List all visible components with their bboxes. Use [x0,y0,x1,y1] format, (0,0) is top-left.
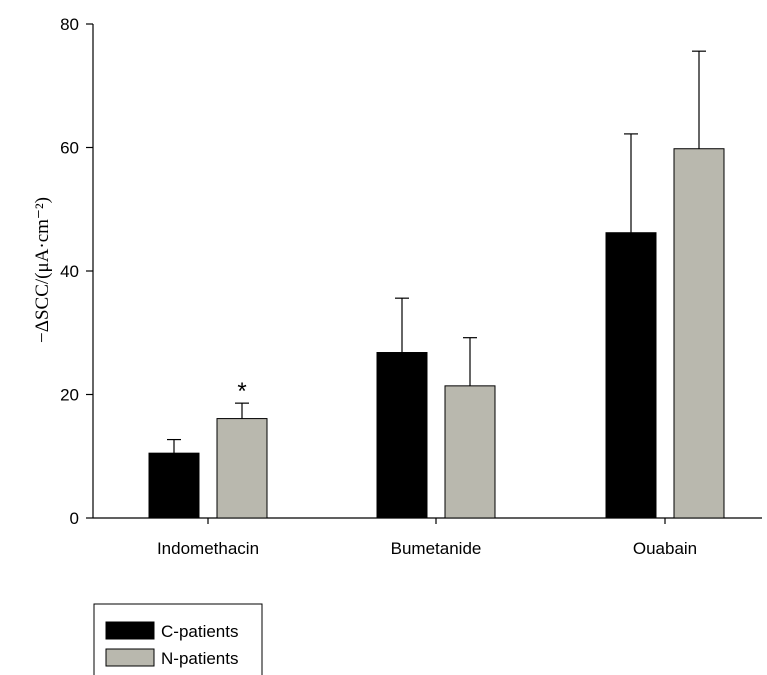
labels: Indomethacin Bumetanide Ouabain * [157,378,697,558]
x-tick-label: Bumetanide [391,539,482,558]
legend-swatch [105,648,155,667]
y-axis-label: −ΔSCC/(μA·cm⁻²) [32,197,53,343]
bars [148,148,725,519]
axes: 0 20 40 60 80 [60,15,762,528]
legend-swatch [105,621,155,640]
legend-label: C-patients [161,622,238,641]
bar-n-patients [673,148,725,519]
y-tick-label: 0 [70,509,79,528]
bar-n-patients [444,385,496,519]
y-tick-label: 60 [60,139,79,158]
y-tick-label: 40 [60,262,79,281]
bar-n-patients [216,418,268,519]
error-bars [167,50,706,454]
legend-label: N-patients [161,649,238,668]
y-tick-label: 80 [60,15,79,34]
bar-c-patients [148,452,200,519]
x-tick-label: Indomethacin [157,539,259,558]
y-tick-label: 20 [60,386,79,405]
legend: C-patients N-patients [93,603,263,675]
significance-marker: * [237,378,246,405]
bar-c-patients [376,352,428,519]
bar-c-patients [605,232,657,519]
x-tick-label: Ouabain [633,539,697,558]
